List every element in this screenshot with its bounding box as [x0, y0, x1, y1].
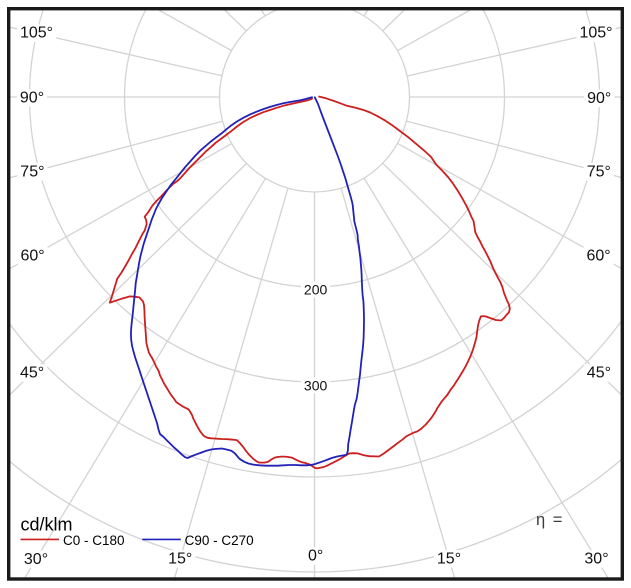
svg-text:30°: 30°: [584, 550, 608, 567]
svg-text:C90 - C270: C90 - C270: [185, 533, 254, 548]
svg-text:15°: 15°: [437, 550, 461, 567]
svg-text:75°: 75°: [587, 163, 611, 180]
svg-text:105°: 105°: [20, 25, 53, 42]
svg-text:30°: 30°: [24, 551, 48, 568]
svg-text:105°: 105°: [579, 25, 612, 42]
svg-text:60°: 60°: [586, 247, 610, 264]
svg-text:75°: 75°: [20, 163, 44, 180]
svg-text:0°: 0°: [308, 548, 323, 565]
svg-text:60°: 60°: [20, 247, 44, 264]
svg-text:C0 - C180: C0 - C180: [63, 533, 125, 548]
svg-text:90°: 90°: [587, 90, 611, 107]
svg-text:300: 300: [304, 378, 328, 394]
svg-text:45°: 45°: [20, 365, 44, 382]
svg-text:90°: 90°: [20, 89, 44, 106]
svg-text:cd/klm: cd/klm: [21, 514, 73, 534]
svg-text:15°: 15°: [168, 550, 192, 567]
svg-text:η =: η =: [536, 511, 564, 529]
svg-text:45°: 45°: [587, 365, 611, 382]
svg-text:200: 200: [304, 282, 328, 298]
